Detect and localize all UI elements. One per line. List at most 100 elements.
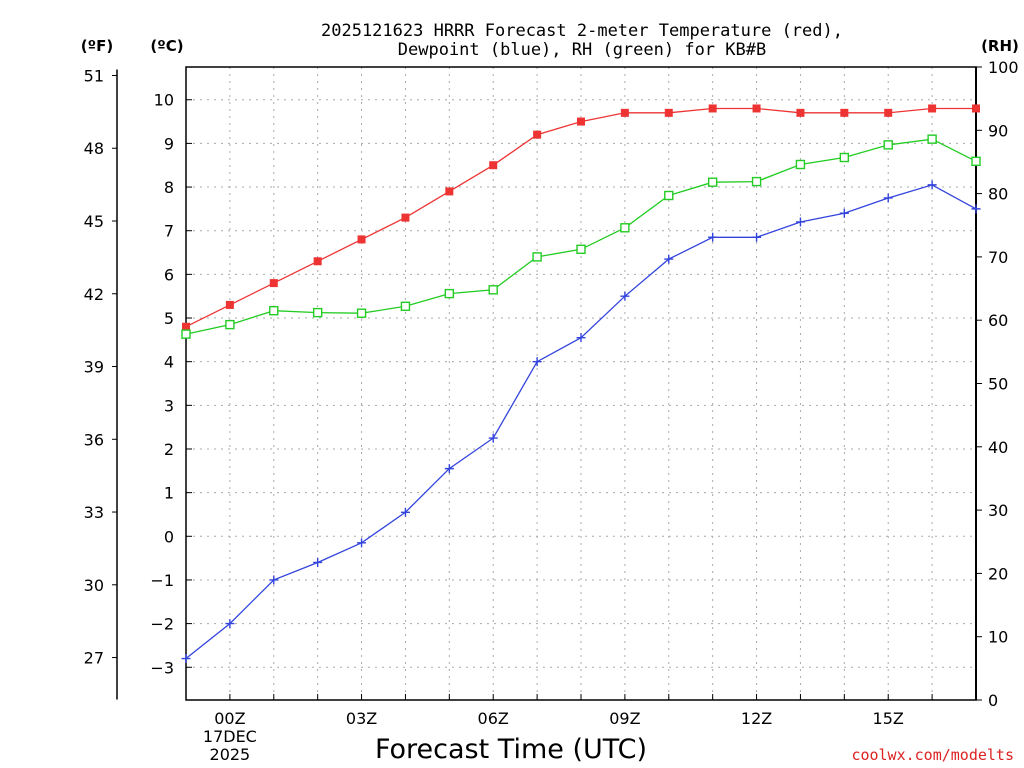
- dewpoint-point: [708, 232, 718, 242]
- x-axis-title: Forecast Time (UTC): [375, 734, 647, 765]
- dewpoint-point: [664, 254, 674, 264]
- temperature-point: [928, 104, 937, 113]
- rh-tick-label: 30: [988, 501, 1008, 520]
- celsius-tick-label: −1: [150, 571, 174, 590]
- rh-point: [269, 306, 279, 316]
- dewpoint-point: [313, 557, 323, 567]
- fahrenheit-tick-label: 51: [84, 66, 104, 85]
- rh-unit-label: (RH): [981, 37, 1019, 55]
- fahrenheit-tick-label: 27: [84, 649, 104, 668]
- celsius-tick-label: 4: [164, 353, 174, 372]
- temperature-point: [708, 104, 717, 113]
- dewpoint-point: [444, 464, 454, 474]
- dewpoint-point: [532, 357, 542, 367]
- celsius-tick-label: 3: [164, 396, 174, 415]
- celsius-tick-label: 1: [164, 484, 174, 503]
- rh-point: [883, 140, 893, 150]
- rh-tick-label: 80: [988, 185, 1008, 204]
- rh-tick-label: 60: [988, 311, 1008, 330]
- temperature-point: [752, 104, 761, 113]
- rh-point: [312, 307, 323, 318]
- grid-lines: [186, 67, 976, 700]
- temperature-point: [533, 130, 542, 139]
- temperature-line: [185, 107, 976, 328]
- dewpoint-point: [839, 208, 849, 218]
- rh-tick-label: 10: [988, 628, 1008, 647]
- x-tick-label: 12Z: [741, 709, 772, 728]
- x-tick-date: 17DEC: [203, 727, 257, 746]
- rh-point: [707, 177, 718, 187]
- fahrenheit-unit-label: (ºF): [81, 37, 113, 55]
- dewpoint-point: [225, 619, 235, 629]
- dewpoint-point: [927, 180, 937, 190]
- temperature-point: [182, 322, 190, 331]
- x-tick-label: 15Z: [873, 709, 904, 728]
- temperature-point: [620, 108, 629, 117]
- rh-point: [225, 319, 235, 330]
- temperature-point: [225, 300, 234, 309]
- dewpoint-point: [181, 654, 191, 664]
- dewpoint-point: [357, 538, 367, 548]
- temperature-point: [313, 257, 322, 266]
- celsius-tick-label: 8: [164, 178, 174, 197]
- fahrenheit-tick-label: 33: [84, 503, 104, 522]
- rh-tick-label: 70: [988, 248, 1008, 267]
- dewpoint-point: [620, 291, 630, 301]
- fahrenheit-tick-label: 30: [84, 576, 104, 595]
- temperature-point: [972, 104, 980, 113]
- fahrenheit-tick-label: 45: [84, 212, 104, 231]
- x-tick-label: 03Z: [346, 709, 377, 728]
- rh-tick-label: 100: [988, 58, 1019, 77]
- celsius-unit-label: (ºC): [150, 37, 183, 55]
- data-series: [181, 104, 981, 664]
- credit-text: coolwx.com/modelts: [851, 746, 1014, 764]
- celsius-tick-label: 5: [164, 309, 174, 328]
- celsius-tick-label: 10: [154, 91, 174, 110]
- rh-point: [664, 190, 674, 201]
- celsius-tick-label: 9: [164, 134, 174, 153]
- rh-tick-label: 20: [988, 564, 1008, 583]
- temperature-point: [796, 108, 805, 117]
- temperature-point: [269, 279, 278, 288]
- rh-point: [620, 223, 630, 233]
- x-tick-label: 09Z: [609, 709, 640, 728]
- dewpoint-point: [488, 433, 498, 443]
- temperature-point: [664, 108, 673, 117]
- dewpoint-point: [576, 333, 586, 343]
- rh-point: [927, 134, 937, 144]
- rh-point: [400, 301, 411, 311]
- temperature-point: [445, 187, 454, 196]
- temperature-point: [884, 108, 893, 117]
- x-tick-label: 00Z: [214, 709, 245, 728]
- axes: −3−2−10123456789102730333639424548510102…: [84, 58, 1019, 764]
- x-tick-year: 2025: [210, 745, 251, 764]
- dewpoint-point: [269, 575, 279, 585]
- rh-point: [839, 152, 850, 163]
- rh-point: [356, 308, 367, 318]
- temperature-point: [840, 108, 849, 117]
- rh-tick-label: 40: [988, 438, 1008, 457]
- fahrenheit-tick-label: 42: [84, 285, 104, 304]
- celsius-tick-label: 7: [164, 222, 174, 241]
- temperature-point: [357, 235, 366, 244]
- celsius-tick-label: 2: [164, 440, 174, 459]
- dewpoint-point: [400, 507, 410, 517]
- fahrenheit-tick-label: 39: [84, 358, 104, 377]
- dewpoint-point: [795, 217, 805, 227]
- rh-point: [751, 176, 762, 187]
- celsius-tick-label: 6: [164, 265, 174, 284]
- rh-tick-label: 0: [988, 691, 998, 710]
- celsius-tick-label: −3: [150, 658, 174, 677]
- dewpoint-point: [883, 193, 893, 203]
- fahrenheit-tick-label: 36: [84, 430, 104, 449]
- celsius-tick-label: 0: [164, 527, 174, 546]
- rh-point: [181, 329, 191, 339]
- temperature-point: [577, 117, 585, 126]
- dewpoint-line: [185, 184, 977, 660]
- x-tick-label: 06Z: [478, 709, 509, 728]
- rh-tick-label: 50: [988, 375, 1008, 394]
- celsius-tick-label: −2: [150, 615, 174, 634]
- dewpoint-point: [752, 232, 762, 242]
- rh-tick-label: 90: [988, 121, 1008, 140]
